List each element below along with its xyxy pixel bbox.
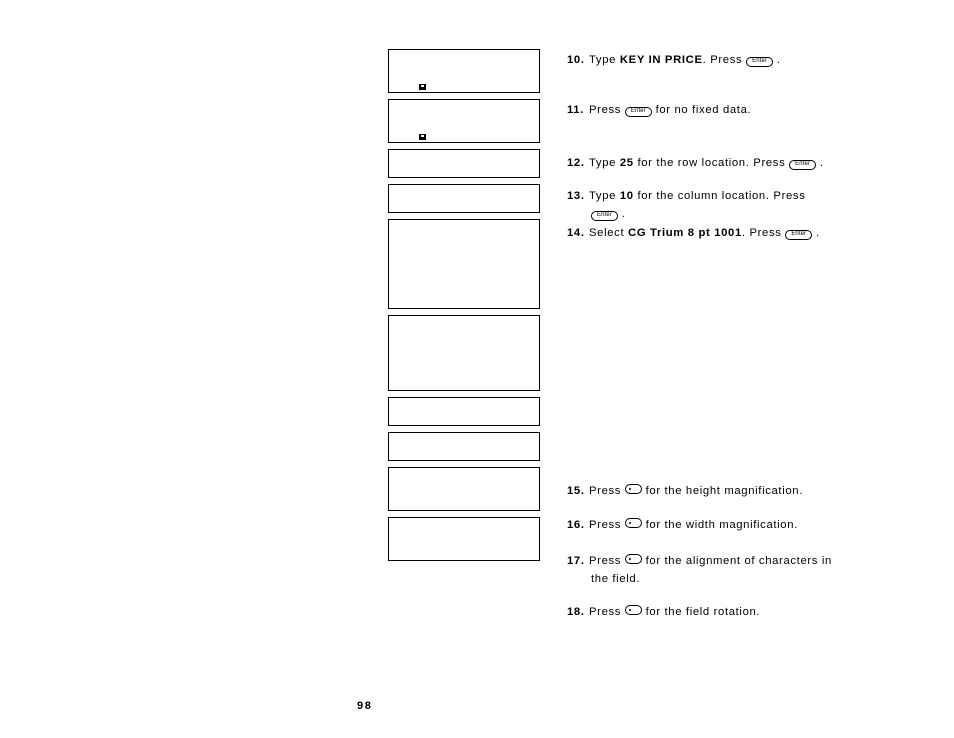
step-number: 18. [567,605,589,621]
dot-icon [419,84,426,90]
text: Press [589,519,625,531]
bold-text: 25 [620,157,634,169]
step-number: 16. [567,518,589,534]
text: . Press [703,54,746,66]
step-number: 10. [567,53,589,69]
step-number: 12. [567,156,589,172]
text: Press [589,485,625,497]
text: for the height magnification. [642,485,803,497]
step-number: 11. [567,103,589,119]
illustration-box [388,149,540,178]
text: for the column location. Press [634,190,806,202]
text: for the field rotation. [642,606,760,618]
illustration-column [388,49,540,567]
enter-key-icon: Enter [785,230,812,240]
period: . [816,157,824,169]
text: Press [589,555,625,567]
enter-key-icon: Enter [746,57,773,67]
step-number: 13. [567,189,589,205]
key-icon [625,554,642,564]
step-11: 11.Press Enter for no fixed data. [567,103,751,119]
text: Select [589,227,628,239]
dot-icon [419,134,426,140]
step-number: 15. [567,484,589,500]
illustration-box [388,467,540,511]
step-number: 14. [567,226,589,242]
enter-key-icon: Enter [591,211,618,221]
key-icon [625,484,642,494]
period: . [618,208,626,220]
step-18: 18.Press for the field rotation. [567,605,760,621]
bold-text: KEY IN PRICE [620,54,703,66]
step-15: 15.Press for the height magnification. [567,484,803,500]
step-14: 14.Select CG Trium 8 pt 1001. Press Ente… [567,226,820,242]
text: for the width magnification. [642,519,798,531]
illustration-box [388,99,540,143]
illustration-box [388,397,540,426]
step-number: 17. [567,554,589,570]
enter-key-icon: Enter [789,160,816,170]
step-17: 17.Press for the alignment of characters… [567,554,847,588]
text: Type [589,190,620,202]
document-page: 10.Type KEY IN PRICE. Press Enter . 11.P… [0,0,954,738]
text: Press [589,104,625,116]
illustration-box [388,517,540,561]
step-12: 12.Type 25 for the row location. Press E… [567,156,824,172]
text: . Press [742,227,785,239]
key-icon [625,605,642,615]
step-10: 10.Type KEY IN PRICE. Press Enter . [567,53,781,69]
indent-line: the field. [567,572,847,588]
page-number: 98 [357,700,373,712]
text: for the row location. Press [634,157,789,169]
text: Press [589,606,625,618]
text: Type [589,54,620,66]
illustration-box [388,432,540,461]
text: for no fixed data. [652,104,751,116]
step-13: 13.Type 10 for the column location. Pres… [567,189,837,223]
bold-text: CG Trium 8 pt 1001 [628,227,742,239]
bold-text: 10 [620,190,634,202]
text: for the alignment of characters in [642,555,832,567]
text: Type [589,157,620,169]
enter-key-icon: Enter [625,107,652,117]
period: . [773,54,781,66]
step-16: 16.Press for the width magnification. [567,518,798,534]
illustration-box [388,49,540,93]
illustration-box [388,184,540,213]
illustration-box [388,219,540,309]
illustration-box [388,315,540,391]
key-icon [625,518,642,528]
period: . [812,227,820,239]
indent-line: Enter . [567,207,837,223]
